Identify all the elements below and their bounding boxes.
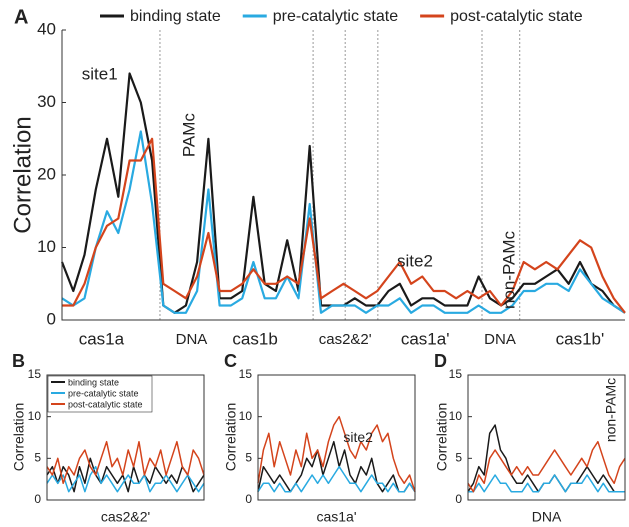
y-tick-label: 10	[37, 237, 56, 256]
series-line	[62, 137, 626, 314]
panel-label: A	[14, 6, 28, 28]
legend-label: post-catalytic state	[68, 399, 143, 409]
annotation: site1	[82, 64, 118, 83]
series-line	[46, 457, 205, 493]
y-tick-label: 10	[449, 409, 463, 423]
y-tick-label: 0	[47, 309, 56, 328]
y-tick-label: 15	[449, 367, 463, 381]
y-tick-label: 0	[455, 492, 462, 506]
y-tick-label: 0	[34, 492, 41, 506]
axis-frame	[61, 30, 625, 321]
axis-frame	[467, 374, 626, 501]
legend-label: binding state	[68, 377, 119, 387]
series-line	[60, 72, 626, 314]
y-axis-label: Correlation	[434, 403, 450, 471]
annotation: non-PAMc	[603, 378, 619, 442]
series-line	[46, 440, 205, 485]
panel-label: B	[12, 351, 25, 371]
annotation: site2	[343, 429, 373, 445]
axis-frame	[257, 374, 416, 501]
y-axis-label: Correlation	[223, 403, 239, 471]
y-tick-label: 20	[37, 164, 56, 183]
legend-label: binding state	[130, 8, 221, 25]
x-axis-label: cas1a'	[316, 509, 356, 525]
legend-label: pre-catalytic state	[68, 388, 139, 398]
region-label: DNA	[176, 331, 208, 348]
region-label: cas1b'	[556, 329, 605, 348]
region-label: cas2&2'	[319, 331, 372, 348]
series-line	[257, 415, 416, 492]
panel-label: C	[224, 351, 237, 371]
series-line	[257, 440, 416, 493]
region-label: DNA	[484, 331, 516, 348]
y-tick-label: 15	[28, 367, 42, 381]
y-tick-label: 5	[455, 451, 462, 465]
series-line	[61, 130, 626, 314]
region-label: cas1a'	[401, 329, 450, 348]
legend-label: post-catalytic state	[450, 8, 583, 25]
region-label: cas1b	[232, 329, 277, 348]
y-tick-label: 5	[34, 451, 41, 465]
y-tick-label: 10	[28, 409, 42, 423]
y-tick-label: 5	[245, 451, 252, 465]
axis-frame	[46, 374, 205, 501]
annotation: PAMc	[179, 113, 198, 158]
series-line	[46, 465, 205, 493]
y-axis-label: Correlation	[11, 403, 27, 471]
y-tick-label: 40	[37, 19, 56, 38]
x-axis-label: DNA	[532, 509, 562, 525]
series-line	[468, 474, 625, 493]
y-tick-label: 10	[239, 409, 253, 423]
legend-label: pre-catalytic state	[273, 8, 398, 25]
y-tick-label: 30	[37, 92, 56, 111]
y-tick-label: 15	[239, 367, 253, 381]
y-axis-label: Correlation	[9, 116, 36, 233]
region-label: cas1a	[79, 329, 125, 348]
panel-label: D	[434, 351, 447, 371]
y-tick-label: 0	[245, 492, 252, 506]
annotation: non-PAMc	[500, 230, 519, 309]
legend-box	[47, 375, 153, 413]
x-axis-label: cas2&2'	[101, 509, 150, 525]
series-line	[257, 465, 416, 493]
annotation: site2	[397, 251, 433, 270]
series-line	[467, 440, 626, 493]
